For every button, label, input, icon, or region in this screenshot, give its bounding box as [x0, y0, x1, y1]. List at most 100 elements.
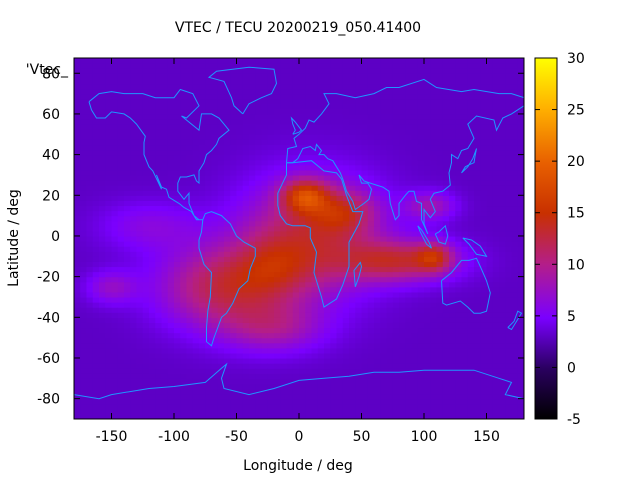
heat-cell — [361, 413, 369, 419]
heat-cell — [461, 327, 469, 334]
heat-cell — [142, 129, 150, 135]
heat-cell — [142, 286, 150, 293]
heat-cell — [336, 327, 344, 334]
heat-cell — [342, 185, 350, 191]
heat-cell — [130, 205, 138, 212]
heat-cell — [261, 220, 269, 227]
heat-cell — [174, 83, 181, 90]
heat-cell — [499, 129, 506, 135]
heat-cell — [111, 357, 119, 364]
heat-cell — [199, 169, 206, 176]
heat-cell — [405, 388, 413, 395]
heat-cell — [492, 378, 500, 384]
heat-cell — [236, 149, 244, 156]
heat-cell — [474, 63, 481, 69]
heat-cell — [430, 215, 438, 222]
heat-cell — [286, 271, 294, 278]
heat-cell — [374, 63, 381, 69]
heat-cell — [242, 266, 250, 273]
heat-cell — [417, 164, 425, 171]
heat-cell — [311, 103, 319, 110]
heat-cell — [474, 378, 481, 384]
heat-cell — [317, 63, 325, 69]
heat-cell — [180, 302, 188, 308]
heat-cell — [86, 164, 94, 171]
heat-cell — [117, 256, 125, 262]
heat-cell — [349, 78, 356, 85]
heat-cell — [336, 134, 344, 140]
heat-cell — [136, 307, 144, 313]
heat-cell — [142, 108, 150, 115]
heat-cell — [417, 129, 425, 135]
heat-cell — [174, 144, 181, 151]
heat-cell — [230, 352, 238, 359]
heat-cell — [355, 357, 363, 364]
heat-cell — [342, 108, 350, 115]
heat-cell — [267, 210, 275, 217]
heat-cell — [486, 159, 494, 166]
heat-cell — [305, 383, 313, 390]
heat-cell — [286, 378, 294, 384]
heat-cell — [274, 413, 281, 419]
heat-cell — [399, 271, 406, 278]
heat-cell — [255, 149, 263, 156]
heat-cell — [174, 98, 181, 105]
heat-cell — [155, 403, 163, 410]
heat-cell — [224, 378, 231, 384]
heat-cell — [436, 139, 444, 146]
heat-cell — [142, 200, 150, 207]
heat-cell — [192, 302, 200, 308]
heat-cell — [111, 149, 119, 156]
heat-cell — [467, 291, 475, 298]
heat-cell — [142, 388, 150, 395]
heat-cell — [180, 108, 188, 115]
heat-cell — [467, 83, 475, 90]
heat-cell — [392, 119, 400, 125]
heat-cell — [467, 373, 475, 379]
heat-cell — [149, 241, 156, 247]
heat-cell — [180, 58, 188, 64]
heat-cell — [305, 317, 313, 323]
heat-cell — [305, 398, 313, 405]
heat-cell — [105, 230, 113, 237]
heat-cell — [149, 113, 156, 120]
heat-cell — [99, 322, 106, 329]
heat-cell — [124, 352, 131, 359]
heat-cell — [342, 388, 350, 395]
heat-cell — [355, 180, 363, 186]
heat-cell — [236, 78, 244, 85]
heat-cell — [499, 398, 506, 405]
heat-cell — [486, 68, 494, 74]
heat-cell — [199, 357, 206, 364]
heat-cell — [442, 332, 450, 339]
heat-cell — [92, 215, 100, 222]
heat-cell — [380, 317, 388, 323]
heat-cell — [505, 159, 513, 166]
heat-cell — [355, 363, 363, 369]
heat-cell — [386, 68, 394, 74]
heat-cell — [99, 408, 106, 415]
heat-cell — [399, 119, 406, 125]
heat-cell — [180, 235, 188, 242]
heat-cell — [236, 271, 244, 278]
heat-cell — [92, 251, 100, 257]
heat-cell — [274, 403, 281, 410]
heat-cell — [449, 393, 456, 400]
heat-cell — [180, 388, 188, 395]
heat-cell — [305, 347, 313, 354]
heat-cell — [217, 164, 225, 171]
heat-cell — [117, 119, 125, 125]
heat-cell — [261, 205, 269, 212]
heat-cell — [180, 246, 188, 252]
heat-cell — [349, 357, 356, 364]
heat-cell — [211, 98, 219, 105]
heat-cell — [324, 246, 331, 252]
heat-cell — [286, 200, 294, 207]
heat-cell — [492, 73, 500, 79]
heat-cell — [292, 195, 300, 201]
heat-cell — [124, 337, 131, 344]
heat-cell — [136, 63, 144, 69]
heat-cell — [155, 266, 163, 273]
heat-cell — [474, 144, 481, 151]
heat-cell — [261, 302, 269, 308]
